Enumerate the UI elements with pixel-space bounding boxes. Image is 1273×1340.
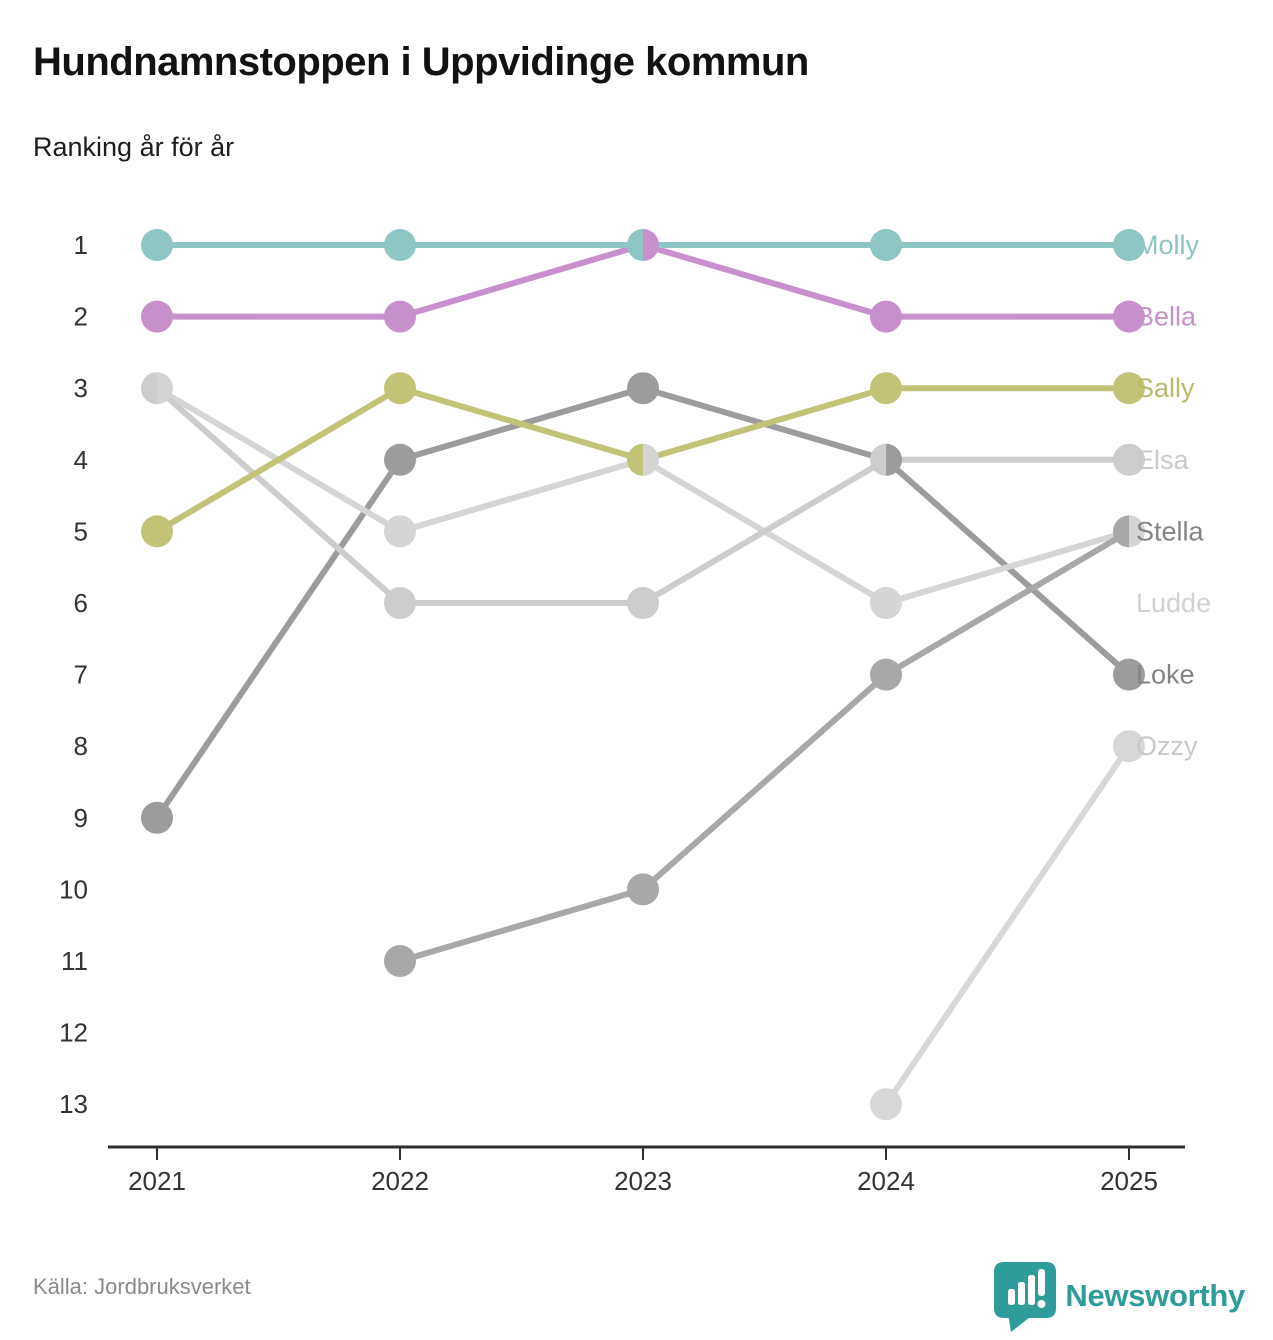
- line-segment-elsa: [154, 385, 403, 606]
- series-label-elsa: Elsa: [1136, 445, 1190, 475]
- dot-bella-2022: [384, 300, 416, 333]
- dot-elsa-2023: [627, 587, 659, 619]
- series-label-ozzy: Ozzy: [1136, 731, 1198, 761]
- dot-ozzy-2025: [1113, 730, 1145, 763]
- x-tick-label-2021: 2021: [128, 1166, 186, 1196]
- dot-half-ludde-2025: [1129, 515, 1145, 548]
- dot-molly-2022: [384, 229, 416, 261]
- dot-half-elsa-2024: [870, 443, 886, 476]
- logo-bar-1: [1008, 1289, 1016, 1305]
- series-label-loke: Loke: [1136, 660, 1195, 690]
- dot-half-ludde-2021: [157, 372, 173, 405]
- dot-ludde-2022: [384, 515, 416, 548]
- line-segment-ludde: [397, 456, 646, 535]
- line-segment-bella: [397, 242, 646, 320]
- dot-ludde-2024: [870, 587, 902, 619]
- logo-exclaim-bar: [1038, 1269, 1046, 1296]
- dot-sally-2025: [1113, 372, 1145, 405]
- y-tick-7: 7: [74, 660, 88, 690]
- dot-sally-2024: [870, 372, 902, 405]
- y-tick-2: 2: [74, 302, 88, 332]
- dot-half-sally-2023: [627, 443, 643, 476]
- logo-bar-3: [1028, 1275, 1036, 1305]
- y-tick-3: 3: [74, 373, 88, 403]
- dot-sally-2021: [141, 515, 173, 548]
- line-segment-sally: [397, 385, 646, 463]
- dot-loke-2023: [627, 372, 659, 405]
- dot-half-bella-2023: [643, 229, 659, 261]
- dot-sally-2022: [384, 372, 416, 405]
- x-tick-label-2025: 2025: [1100, 1166, 1158, 1196]
- series-label-molly: Molly: [1136, 230, 1200, 260]
- dot-ozzy-2024: [870, 1088, 902, 1121]
- line-segment-stella: [883, 528, 1132, 678]
- x-tick-label-2022: 2022: [371, 1166, 429, 1196]
- dot-bella-2024: [870, 300, 902, 333]
- source-note: Källa: Jordbruksverket: [33, 1274, 251, 1299]
- line-segment-ozzy: [883, 743, 1132, 1108]
- line-segment-ludde: [883, 528, 1132, 606]
- y-tick-8: 8: [74, 731, 88, 761]
- y-tick-6: 6: [74, 588, 88, 618]
- dot-half-elsa-2021: [141, 372, 157, 405]
- dot-loke-2021: [141, 801, 173, 834]
- logo-bar-2: [1018, 1282, 1026, 1305]
- x-tick-label-2023: 2023: [614, 1166, 672, 1196]
- line-segment-bella: [640, 242, 889, 320]
- newsworthy-pin-logo: [994, 1262, 1057, 1332]
- dot-stella-2022: [384, 945, 416, 977]
- dot-molly-2021: [141, 229, 173, 261]
- y-tick-13: 13: [59, 1089, 88, 1119]
- y-tick-11: 11: [61, 946, 88, 976]
- series-label-bella: Bella: [1136, 302, 1197, 332]
- dot-loke-2025: [1113, 658, 1145, 691]
- dot-bella-2021: [141, 300, 173, 333]
- logo-exclaim-dot: [1037, 1300, 1046, 1308]
- dot-bella-2025: [1113, 300, 1145, 333]
- dot-stella-2023: [627, 873, 659, 906]
- y-tick-9: 9: [74, 803, 88, 833]
- dot-elsa-2025: [1113, 443, 1145, 476]
- y-tick-5: 5: [74, 516, 88, 546]
- dot-half-loke-2024: [886, 443, 902, 476]
- brand-lockup: Newsworthy: [994, 1258, 1245, 1334]
- line-segment-sally: [154, 385, 403, 535]
- line-segment-elsa: [640, 456, 889, 606]
- chart-title: Hundnamnstoppen i Uppvidinge kommun: [33, 40, 809, 84]
- brand-name: Newsworthy: [1065, 1278, 1245, 1313]
- y-tick-10: 10: [59, 874, 88, 904]
- line-segment-sally: [640, 385, 889, 463]
- y-tick-1: 1: [74, 230, 88, 260]
- x-tick-label-2024: 2024: [857, 1166, 915, 1196]
- y-tick-4: 4: [74, 445, 88, 475]
- dot-half-ludde-2023: [643, 443, 659, 476]
- dot-elsa-2022: [384, 587, 416, 619]
- line-segment-stella: [397, 886, 646, 964]
- series-label-sally: Sally: [1136, 373, 1195, 403]
- chart-subtitle: Ranking år för år: [33, 132, 235, 162]
- series-label-stella: Stella: [1136, 516, 1205, 546]
- series-label-ludde: Ludde: [1136, 588, 1211, 618]
- dot-half-molly-2023: [627, 229, 643, 261]
- dot-stella-2024: [870, 658, 902, 691]
- y-tick-12: 12: [59, 1018, 88, 1048]
- line-segment-loke: [154, 456, 403, 821]
- dot-molly-2025: [1113, 229, 1145, 261]
- dot-loke-2022: [384, 443, 416, 476]
- dot-molly-2024: [870, 229, 902, 261]
- dot-half-stella-2025: [1113, 515, 1129, 548]
- line-segment-stella: [640, 671, 889, 893]
